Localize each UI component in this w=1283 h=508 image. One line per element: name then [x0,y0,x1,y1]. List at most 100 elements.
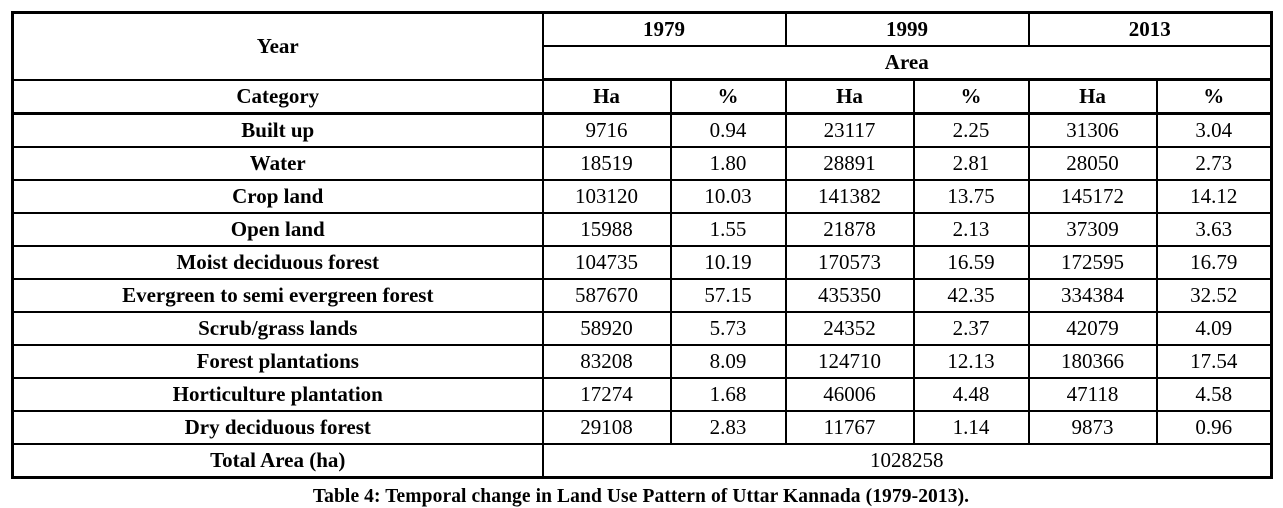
table-row-water: Water 18519 1.80 28891 2.81 28050 2.73 [11,146,1273,181]
table-row-open-land: Open land 15988 1.55 21878 2.13 37309 3.… [11,212,1273,247]
table-row-area: Area [13,45,1273,81]
value-cell: 42.35 [912,278,1030,313]
category-cell: Horticulture plantation [11,377,544,412]
value-cell: 145172 [1027,179,1158,214]
value-cell: 47118 [1027,377,1158,412]
value-cell: 1.80 [669,146,787,181]
value-cell: 42079 [1027,311,1158,346]
value-cell: 17274 [541,377,672,412]
value-cell: 9716 [541,112,672,148]
value-cell: 334384 [1027,278,1158,313]
ha-header-2013: Ha [1027,78,1158,115]
category-cell: Water [11,146,544,181]
value-cell: 15988 [541,212,672,247]
total-label-cell: Total Area (ha) [11,443,544,479]
value-cell: 4.48 [912,377,1030,412]
value-cell: 12.13 [912,344,1030,379]
value-cell: 18519 [541,146,672,181]
category-cell: Evergreen to semi evergreen forest [11,278,544,313]
value-cell: 11767 [784,410,915,445]
pct-header-2013: % [1155,78,1273,115]
value-cell: 2.83 [669,410,787,445]
table-row-years: Year 1979 1999 2013 [11,11,1273,81]
table-row-dry-deciduous-forest: Dry deciduous forest 29108 2.83 11767 1.… [11,410,1273,445]
value-cell: 29108 [541,410,672,445]
value-cell: 172595 [1027,245,1158,280]
category-cell: Open land [11,212,544,247]
value-cell: 1.55 [669,212,787,247]
value-cell: 37309 [1027,212,1158,247]
pct-header-1979: % [669,78,787,115]
category-header-cell: Category [11,78,544,115]
category-cell: Crop land [11,179,544,214]
value-cell: 170573 [784,245,915,280]
value-cell: 2.81 [912,146,1030,181]
value-cell: 23117 [784,112,915,148]
table-caption: Table 4: Temporal change in Land Use Pat… [312,486,970,507]
value-cell: 104735 [541,245,672,280]
value-cell: 435350 [784,278,915,313]
value-cell: 16.59 [912,245,1030,280]
year-2013-header: 2013 [1027,11,1273,47]
value-cell: 141382 [784,179,915,214]
value-cell: 103120 [541,179,672,214]
value-cell: 17.54 [1155,344,1273,379]
category-cell: Scrub/grass lands [11,311,544,346]
table-row-built-up: Built up 9716 0.94 23117 2.25 31306 3.04 [11,112,1273,148]
year-1979-header: 1979 [541,11,787,47]
ha-header-1999: Ha [784,78,915,115]
table-row-horticulture-plantation: Horticulture plantation 17274 1.68 46006… [11,377,1273,412]
value-cell: 28050 [1027,146,1158,181]
value-cell: 2.37 [912,311,1030,346]
value-cell: 8.09 [669,344,787,379]
category-cell: Moist deciduous forest [11,245,544,280]
area-header-cell: Area [541,45,1273,81]
value-cell: 4.09 [1155,311,1273,346]
value-cell: 21878 [784,212,915,247]
value-cell: 31306 [1027,112,1158,148]
value-cell: 10.19 [669,245,787,280]
value-cell: 10.03 [669,179,787,214]
value-cell: 57.15 [669,278,787,313]
pct-header-1999: % [912,78,1030,115]
value-cell: 58920 [541,311,672,346]
value-cell: 9873 [1027,410,1158,445]
value-cell: 2.13 [912,212,1030,247]
value-cell: 1.14 [912,410,1030,445]
value-cell: 0.96 [1155,410,1273,445]
value-cell: 14.12 [1155,179,1273,214]
table-row-moist-deciduous-forest: Moist deciduous forest 104735 10.19 1705… [11,245,1273,280]
year-header-cell: Year [11,11,544,81]
value-cell: 28891 [784,146,915,181]
table-row-forest-plantations: Forest plantations 83208 8.09 124710 12.… [11,344,1273,379]
value-cell: 3.04 [1155,112,1273,148]
category-cell: Forest plantations [11,344,544,379]
value-cell: 24352 [784,311,915,346]
value-cell: 16.79 [1155,245,1273,280]
table-row-column-headers: Category Ha % Ha % Ha % [11,78,1273,115]
table-row-crop-land: Crop land 103120 10.03 141382 13.75 1451… [11,179,1273,214]
value-cell: 32.52 [1155,278,1273,313]
value-cell: 587670 [541,278,672,313]
value-cell: 180366 [1027,344,1158,379]
value-cell: 2.73 [1155,146,1273,181]
value-cell: 46006 [784,377,915,412]
category-cell: Built up [11,112,544,148]
value-cell: 13.75 [912,179,1030,214]
value-cell: 0.94 [669,112,787,148]
ha-header-1979: Ha [541,78,672,115]
table-row-scrub-grass-lands: Scrub/grass lands 58920 5.73 24352 2.37 … [11,311,1273,346]
value-cell: 1.68 [669,377,787,412]
table-row-total: Total Area (ha) 1028258 [11,443,1273,479]
value-cell: 4.58 [1155,377,1273,412]
land-use-table: Year 1979 1999 2013 Area Category Ha % H… [11,11,1273,479]
value-cell: 2.25 [912,112,1030,148]
year-1999-header: 1999 [784,11,1030,47]
value-cell: 3.63 [1155,212,1273,247]
value-cell: 5.73 [669,311,787,346]
total-value-cell: 1028258 [541,443,1273,479]
value-cell: 83208 [541,344,672,379]
table-row-evergreen-forest: Evergreen to semi evergreen forest 58767… [11,278,1273,313]
value-cell: 124710 [784,344,915,379]
